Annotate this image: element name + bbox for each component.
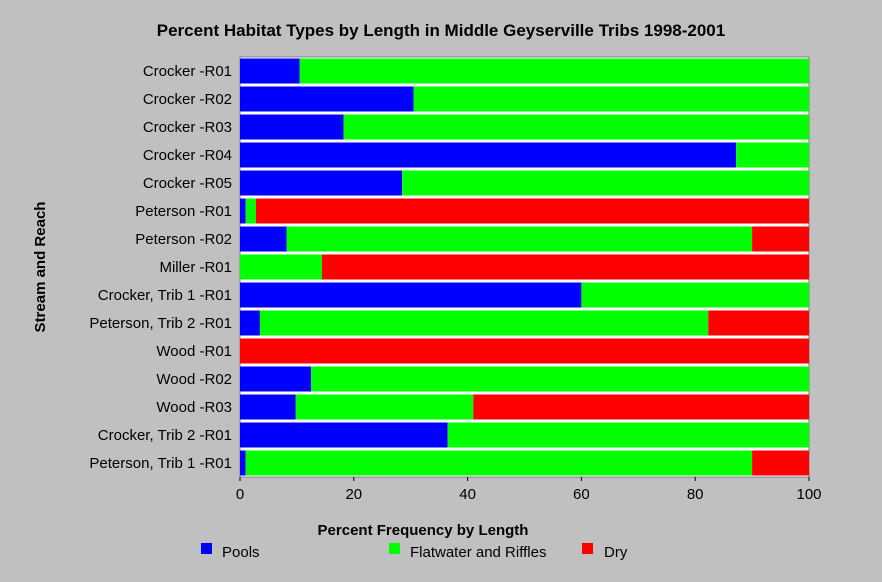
x-ticks: 0 20 40 60 80 100 xyxy=(236,477,822,503)
bar-flatwater-and-riffles-6 xyxy=(286,226,753,252)
y-tick-label: Wood -R01 xyxy=(156,343,232,360)
bar-pools-5 xyxy=(240,198,246,224)
x-tick-label: 80 xyxy=(687,486,704,503)
bar-pools-1 xyxy=(240,86,414,112)
legend-swatch-flatwater-and-riffles xyxy=(389,543,400,554)
bar-pools-6 xyxy=(240,226,287,252)
bar-pools-9 xyxy=(240,310,260,336)
bar-dry-7 xyxy=(321,254,809,280)
y-tick-label: Peterson, Trib 1 -R01 xyxy=(89,455,232,472)
bar-dry-12 xyxy=(473,394,809,420)
bars-layer xyxy=(240,58,810,476)
bar-flatwater-and-riffles-0 xyxy=(299,58,809,84)
y-tick-label: Peterson -R01 xyxy=(135,203,232,220)
legend-label-dry: Dry xyxy=(604,544,628,561)
y-tick-label: Miller -R01 xyxy=(159,259,232,276)
x-tick-label: 20 xyxy=(345,486,362,503)
bar-pools-12 xyxy=(240,394,296,420)
legend-swatch-dry xyxy=(582,543,593,554)
bar-flatwater-and-riffles-8 xyxy=(581,282,809,308)
x-tick-label: 60 xyxy=(573,486,590,503)
bar-pools-0 xyxy=(240,58,300,84)
bar-pools-14 xyxy=(240,450,246,476)
bar-dry-5 xyxy=(255,198,809,224)
y-tick-label: Crocker -R04 xyxy=(143,147,232,164)
y-tick-label: Crocker, Trib 2 -R01 xyxy=(98,427,232,444)
legend-label-pools: Pools xyxy=(222,544,260,561)
bar-pools-13 xyxy=(240,422,448,448)
bar-flatwater-and-riffles-7 xyxy=(240,254,322,280)
bar-flatwater-and-riffles-4 xyxy=(402,170,809,196)
y-axis-title: Stream and Reach xyxy=(32,202,49,333)
bar-dry-9 xyxy=(708,310,809,336)
y-tick-labels: Crocker -R01 Crocker -R02 Crocker -R03 Croc… xyxy=(89,63,232,472)
y-tick-label: Crocker -R03 xyxy=(143,119,232,136)
x-tick-label: 100 xyxy=(796,486,821,503)
y-tick-label: Crocker -R02 xyxy=(143,91,232,108)
bar-flatwater-and-riffles-12 xyxy=(295,394,474,420)
y-tick-label: Peterson -R02 xyxy=(135,231,232,248)
legend: Pools Flatwater and Riffles Dry xyxy=(201,543,628,561)
bar-pools-2 xyxy=(240,114,344,140)
chart-title: Percent Habitat Types by Length in Middl… xyxy=(157,21,725,40)
bar-flatwater-and-riffles-11 xyxy=(311,366,810,392)
bar-flatwater-and-riffles-14 xyxy=(245,450,753,476)
bar-flatwater-and-riffles-9 xyxy=(259,310,709,336)
bar-pools-3 xyxy=(240,142,737,168)
bar-flatwater-and-riffles-1 xyxy=(413,86,809,112)
y-tick-label: Peterson, Trib 2 -R01 xyxy=(89,315,232,332)
y-tick-label: Wood -R03 xyxy=(156,399,232,416)
bar-flatwater-and-riffles-2 xyxy=(343,114,809,140)
bar-flatwater-and-riffles-3 xyxy=(736,142,809,168)
bar-pools-4 xyxy=(240,170,403,196)
bar-flatwater-and-riffles-13 xyxy=(447,422,809,448)
x-tick-label: 0 xyxy=(236,486,244,503)
y-tick-label: Crocker -R05 xyxy=(143,175,232,192)
x-axis-title: Percent Frequency by Length xyxy=(318,522,529,539)
bar-pools-8 xyxy=(240,282,582,308)
legend-swatch-pools xyxy=(201,543,212,554)
y-tick-label: Wood -R02 xyxy=(156,371,232,388)
bar-flatwater-and-riffles-5 xyxy=(245,198,256,224)
legend-label-flatwater-and-riffles: Flatwater and Riffles xyxy=(410,544,546,561)
y-tick-label: Crocker -R01 xyxy=(143,63,232,80)
bar-pools-11 xyxy=(240,366,312,392)
bar-dry-6 xyxy=(752,226,809,252)
y-tick-label: Crocker, Trib 1 -R01 xyxy=(98,287,232,304)
bar-dry-14 xyxy=(752,450,809,476)
x-tick-label: 40 xyxy=(459,486,476,503)
bar-dry-10 xyxy=(240,338,809,364)
